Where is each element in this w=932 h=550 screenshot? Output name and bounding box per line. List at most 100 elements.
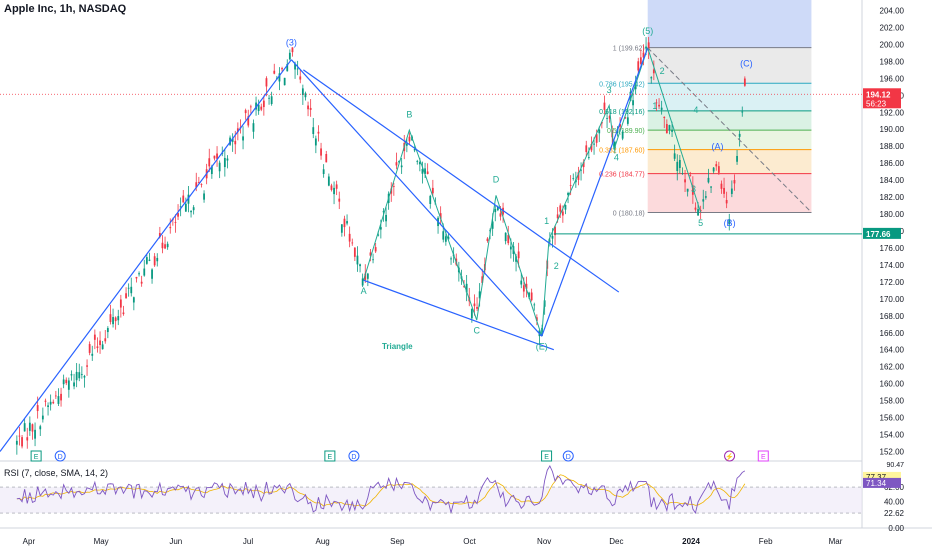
candle-body [626,117,629,124]
candle-body [223,157,226,168]
candles [15,36,746,455]
candle-body [304,93,307,98]
candle-body [424,168,426,174]
candle-body [473,303,476,307]
candle-body [148,259,151,261]
candle-body [416,161,419,162]
candle-body [278,73,281,82]
candle-body [151,269,153,279]
wave-label: 3 [607,85,612,95]
candle-body [18,435,21,437]
candle-body [647,42,650,51]
candle-body [704,196,707,198]
candle-body [57,396,60,404]
candle-body [338,198,341,202]
event-marker [324,450,336,462]
y-tick-label: 168.00 [880,312,905,321]
candle-body [197,182,200,183]
candle-body [567,192,569,196]
candle-body [15,440,18,445]
candle-body [684,179,686,183]
candle-body [135,276,138,279]
event-marker-label: E [34,454,39,461]
candle-body [187,194,190,204]
candle-body [723,187,725,194]
candle-body [395,162,398,166]
candle-body [364,273,367,280]
candle-body [21,437,23,447]
event-marker-label: E [328,454,333,461]
event-marker-label: D [58,454,63,461]
candle-body [593,143,595,145]
candle-body [624,117,627,119]
candle-body [481,276,484,283]
candle-body [702,199,705,202]
candle-body [442,231,445,240]
candle-body [177,213,179,217]
candle-body [179,206,182,208]
event-marker [541,450,553,462]
candle-body [530,292,533,301]
candle-body [307,105,309,110]
candle-body [507,235,510,244]
candle-body [686,188,689,192]
fib-zone [647,83,812,111]
event-marker-label: E [761,454,766,461]
y-tick-label: 184.00 [880,176,905,185]
candle-body [301,88,304,95]
y-tick-label: 162.00 [880,363,905,372]
rsi-tick-label: 40.00 [884,498,905,507]
wave-label: (C) [740,58,753,68]
candle-body [70,374,73,376]
candle-body [715,164,718,167]
price-badge [863,227,901,239]
impulse-12345-path [541,47,649,337]
candle-body [41,415,44,420]
x-tick-label: Apr [23,537,36,546]
candle-body [660,107,663,110]
x-tick-label: Jun [169,537,182,546]
candle-body [447,236,450,240]
candle-body [595,134,598,143]
event-marker-label: E [544,454,549,461]
y-tick-label: 190.00 [880,125,905,134]
candle-body [60,393,62,401]
y-tick-label: 174.00 [880,261,905,270]
x-tick-label: Dec [609,537,623,546]
candle-body [242,136,244,141]
fib-zone [647,130,812,150]
y-tick-label: 182.00 [880,193,905,202]
y-tick-label: 160.00 [880,380,905,389]
trendline-drop [290,59,543,337]
candle-body [322,169,325,175]
candle-body [119,299,122,308]
candle-body [569,185,572,187]
candle-body [127,287,130,289]
candle-body [265,78,268,87]
candle-body [491,221,494,229]
candle-body [39,426,42,430]
candle-body [590,143,593,151]
candle-body [650,77,653,79]
candle-body [174,222,177,223]
wave-a-path [647,47,702,213]
triangle-abcde-path [363,128,543,337]
y-tick-label: 164.00 [880,346,905,355]
candle-body [28,422,31,431]
candle-body [725,199,728,204]
price-badge [863,88,901,109]
rsi-tick-label: 22.62 [884,509,905,518]
rsi-tick-label: 0.00 [888,524,904,533]
candle-body [99,340,101,346]
candle-body [613,141,616,149]
candle-body [158,233,161,237]
candle-body [429,195,432,204]
candle-body [208,158,211,167]
y-tick-label: 202.00 [880,23,905,32]
candle-body [47,405,49,407]
candle-body [515,256,517,262]
wave-label: 2 [660,66,665,76]
candle-body [346,221,348,224]
rsi-badge-label: 71.34 [866,479,887,488]
